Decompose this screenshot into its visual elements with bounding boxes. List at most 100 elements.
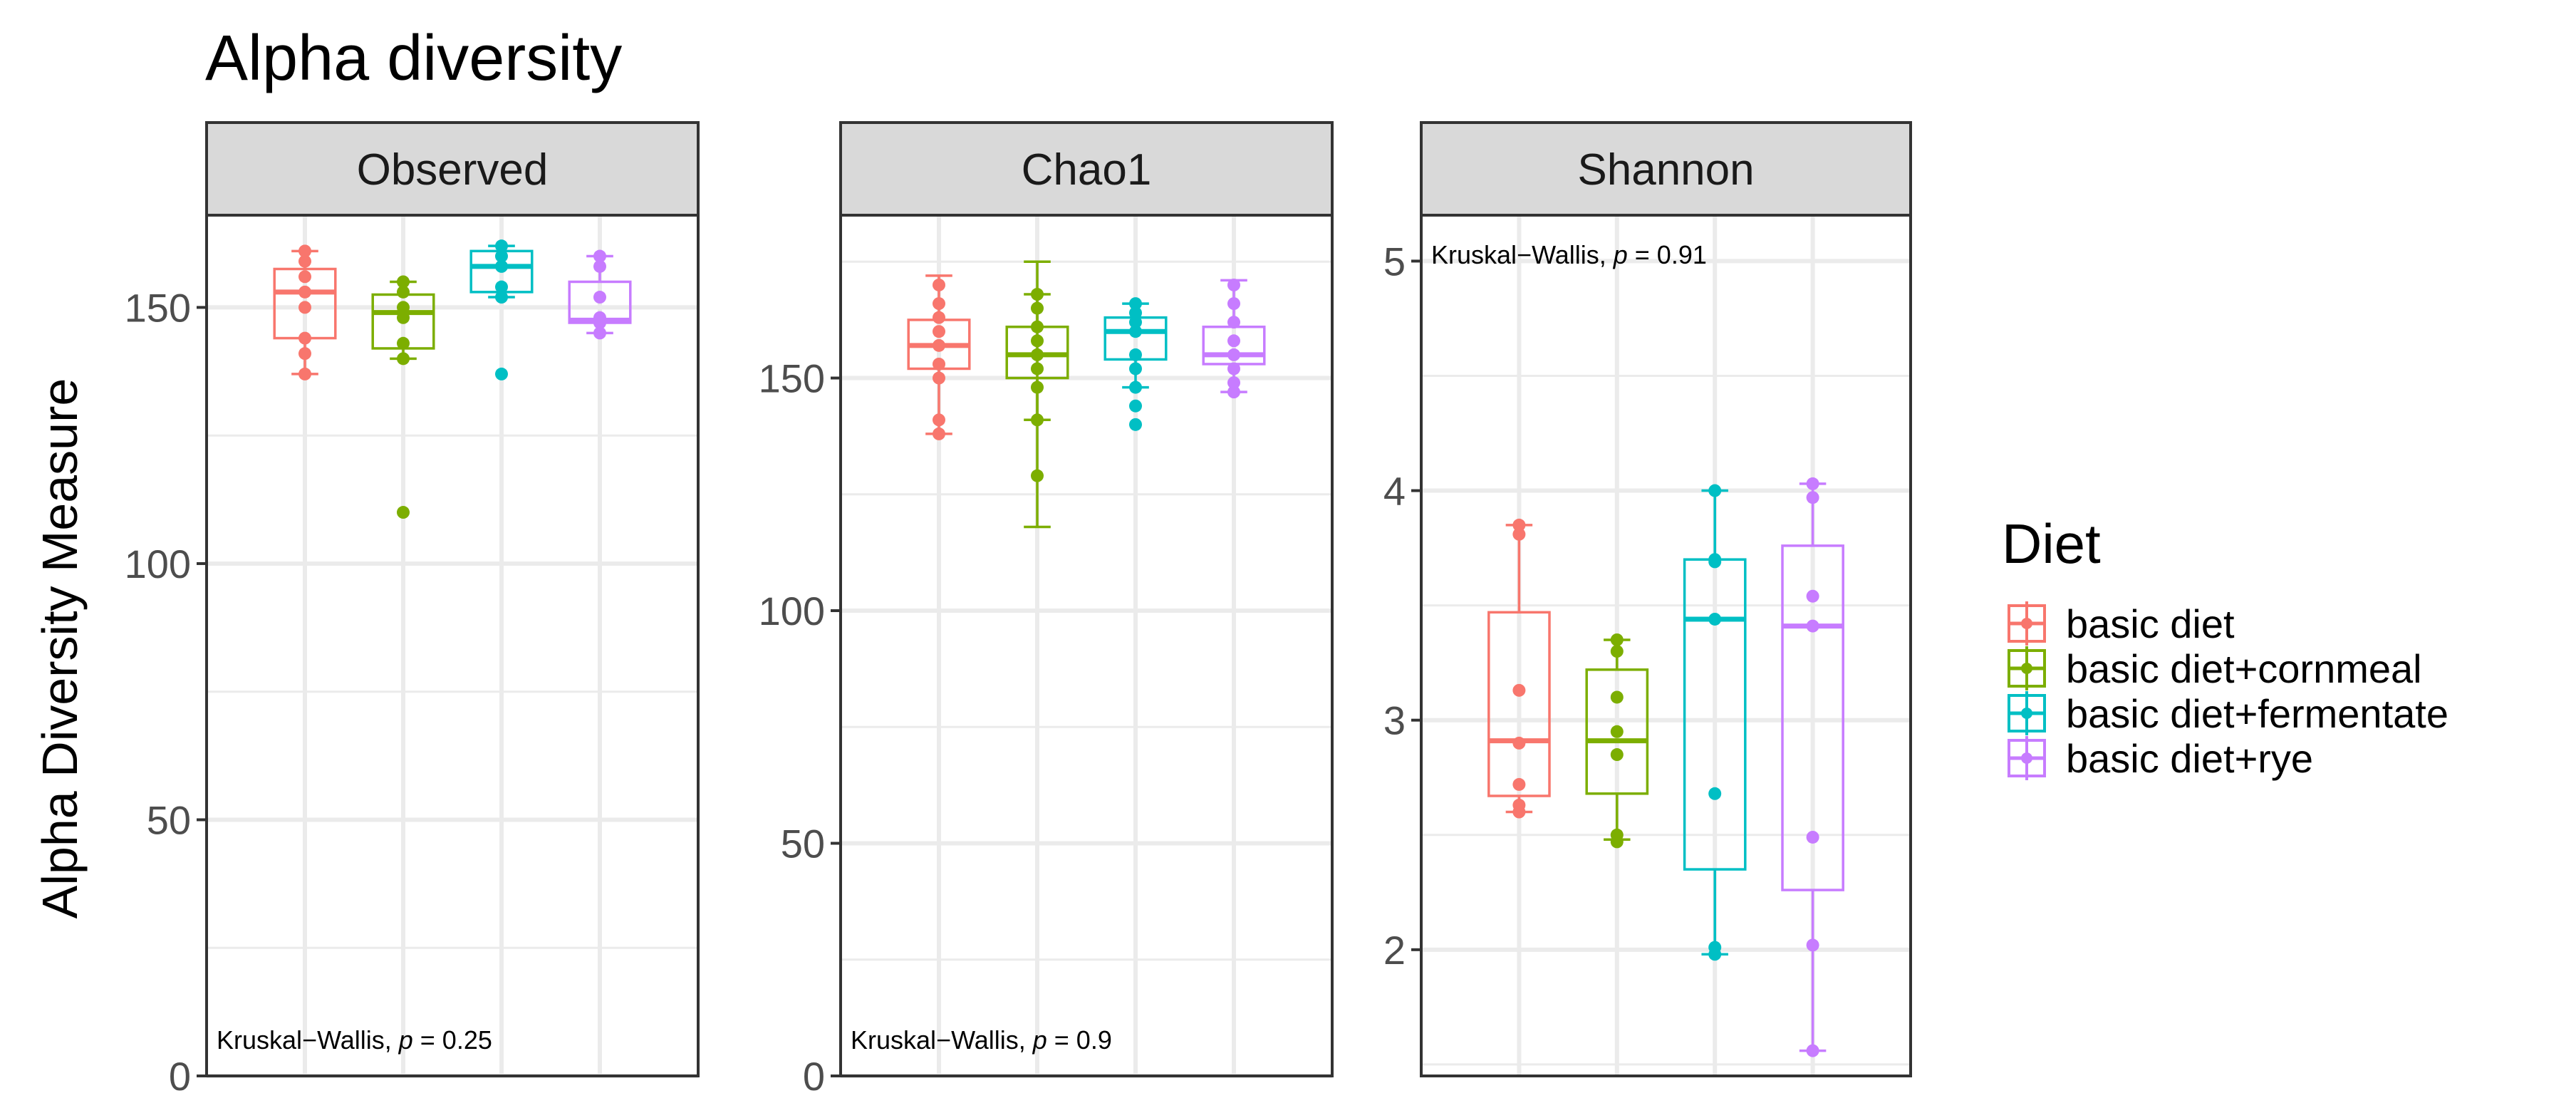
boxplot-0 [1487, 518, 1551, 819]
boxplot-1 [371, 275, 435, 519]
data-point [495, 259, 508, 273]
annotation-test-name: Kruskal−Wallis, [217, 1025, 399, 1055]
panel-background [841, 215, 1332, 1076]
y-tick-label: 5 [1383, 239, 1406, 284]
data-point [1806, 491, 1819, 504]
data-point [1129, 380, 1142, 394]
y-tick-label: 4 [1383, 469, 1406, 514]
data-point [1129, 316, 1142, 329]
y-axis-label: Alpha Diversity Measure [32, 378, 88, 919]
legend-key-point [2021, 752, 2032, 764]
data-point [1708, 941, 1722, 954]
data-point [298, 285, 311, 299]
data-point [933, 278, 945, 291]
kruskal-wallis-annotation: Kruskal−Wallis, p = 0.91 [1431, 240, 1707, 269]
data-point [933, 413, 945, 427]
data-point [933, 357, 945, 371]
data-point [1031, 334, 1044, 348]
data-point [1129, 418, 1142, 431]
y-tick-label: 100 [759, 589, 825, 633]
data-point [933, 427, 945, 440]
data-point [1806, 830, 1819, 844]
data-point [1129, 348, 1142, 361]
boxplot-3 [1202, 278, 1266, 399]
data-point [1610, 828, 1624, 842]
data-point [1708, 612, 1722, 626]
box-iqr [1487, 611, 1551, 797]
data-point [1806, 619, 1819, 633]
data-point [495, 280, 508, 294]
boxplot-1 [1005, 260, 1069, 529]
data-point [1129, 399, 1142, 413]
data-point [298, 244, 311, 258]
data-point [1031, 348, 1044, 361]
data-point [933, 297, 945, 311]
kruskal-wallis-annotation: Kruskal−Wallis, p = 0.25 [217, 1025, 492, 1055]
data-point [933, 371, 945, 385]
data-point [933, 338, 945, 352]
data-point [495, 249, 508, 263]
data-point [1031, 288, 1044, 301]
box-iqr [1585, 668, 1649, 795]
data-point [1227, 362, 1240, 376]
annotation-p-value: = 0.25 [413, 1025, 492, 1055]
data-point [1227, 348, 1240, 361]
facet-panel-chao1: 0 50 100 150 Chao1 Kruskal−Wallis, p = 0.9 [759, 121, 1334, 1099]
legend-label: basic diet [2066, 601, 2235, 646]
data-point [1610, 690, 1624, 704]
annotation-p-label: p [398, 1025, 413, 1055]
data-point [1129, 325, 1142, 338]
facet-panel-shannon: 2 3 4 5 Shannon Kruskal−Wallis, p = 0.91 [1383, 121, 1912, 1077]
data-point [1031, 413, 1044, 427]
boxplot-3 [568, 249, 632, 340]
legend-key-point [2021, 618, 2032, 629]
data-point [298, 367, 311, 380]
data-point [1512, 777, 1526, 791]
data-point [1708, 787, 1722, 800]
legend-item: basic diet+cornmeal [2008, 646, 2422, 691]
data-point [1806, 477, 1819, 490]
data-point [1610, 645, 1624, 658]
y-tick-label: 150 [759, 356, 825, 401]
annotation-p-label: p [1613, 240, 1628, 269]
data-point [1512, 518, 1526, 532]
data-point [1806, 1044, 1819, 1057]
legend-label: basic diet+cornmeal [2066, 646, 2422, 691]
chart-title: Alpha diversity [205, 23, 622, 94]
boxplot-3 [1781, 477, 1844, 1057]
facet-strip [839, 121, 1334, 217]
data-point [397, 352, 410, 366]
boxplot-2 [1683, 484, 1747, 961]
data-point [298, 254, 311, 268]
data-point [397, 285, 410, 299]
data-point [1610, 725, 1624, 738]
panel-background [207, 215, 698, 1076]
data-point [1031, 301, 1044, 315]
boxplot-1 [1585, 633, 1649, 849]
data-point [1227, 334, 1240, 348]
annotation-test-name: Kruskal−Wallis, [1431, 240, 1614, 269]
data-point [1031, 320, 1044, 333]
data-point [397, 301, 410, 314]
data-point [495, 291, 508, 304]
data-point [1806, 938, 1819, 952]
legend-key-point [2021, 708, 2032, 719]
data-point [933, 311, 945, 324]
data-point [1129, 362, 1142, 376]
data-point [1610, 748, 1624, 762]
boxplot-2 [1103, 297, 1168, 431]
data-point [397, 336, 410, 350]
legend-item: basic diet+rye [2008, 736, 2313, 781]
facet-strip [205, 121, 700, 217]
data-point [1227, 278, 1240, 291]
data-point [593, 291, 606, 304]
data-point [593, 311, 606, 324]
annotation-p-value: = 0.91 [1628, 240, 1707, 269]
boxplot-0 [273, 244, 337, 380]
data-point [495, 239, 508, 253]
data-point [1031, 469, 1044, 482]
legend-key-point [2021, 663, 2032, 674]
data-point [495, 367, 508, 380]
